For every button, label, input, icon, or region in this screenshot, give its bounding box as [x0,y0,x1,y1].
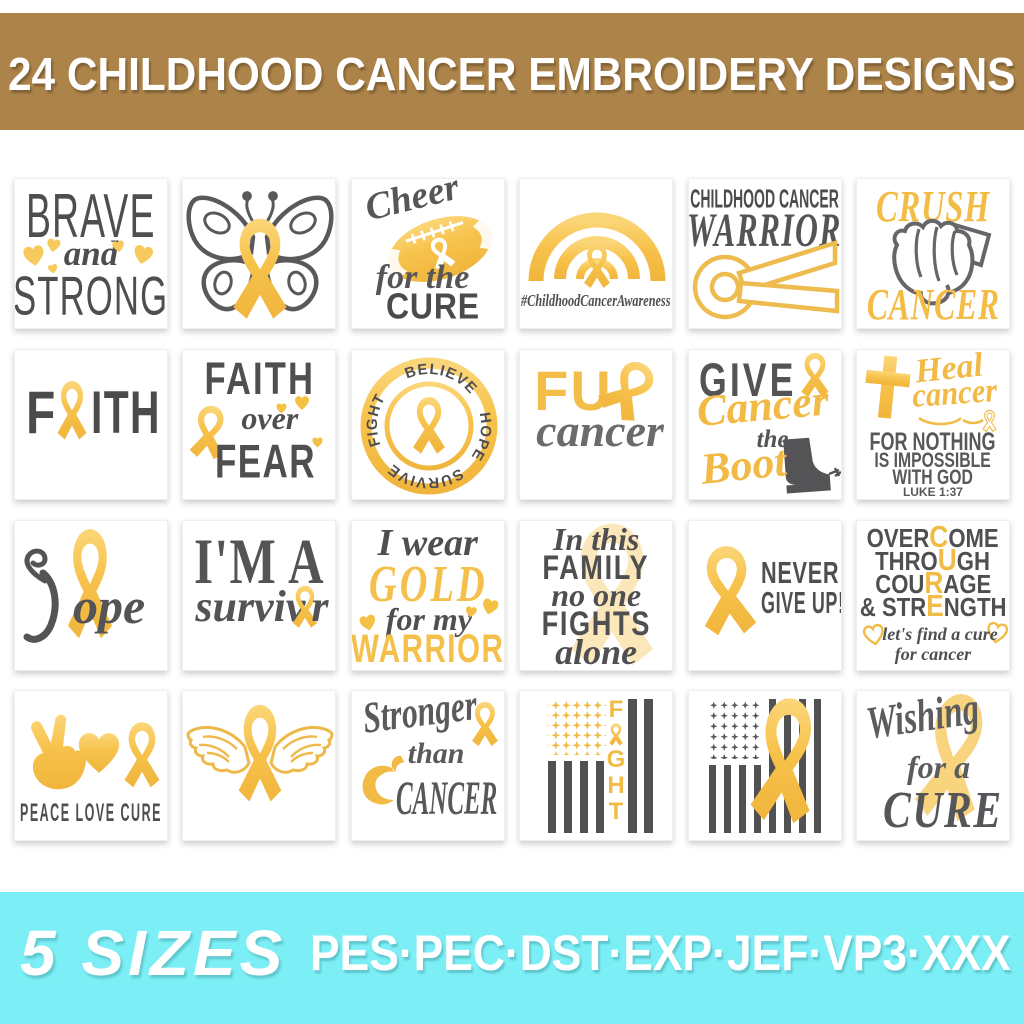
svg-text:G: G [607,746,626,773]
svg-text:T: T [609,798,624,825]
svg-text:H: H [608,772,625,799]
svg-text:F: F [609,696,624,723]
